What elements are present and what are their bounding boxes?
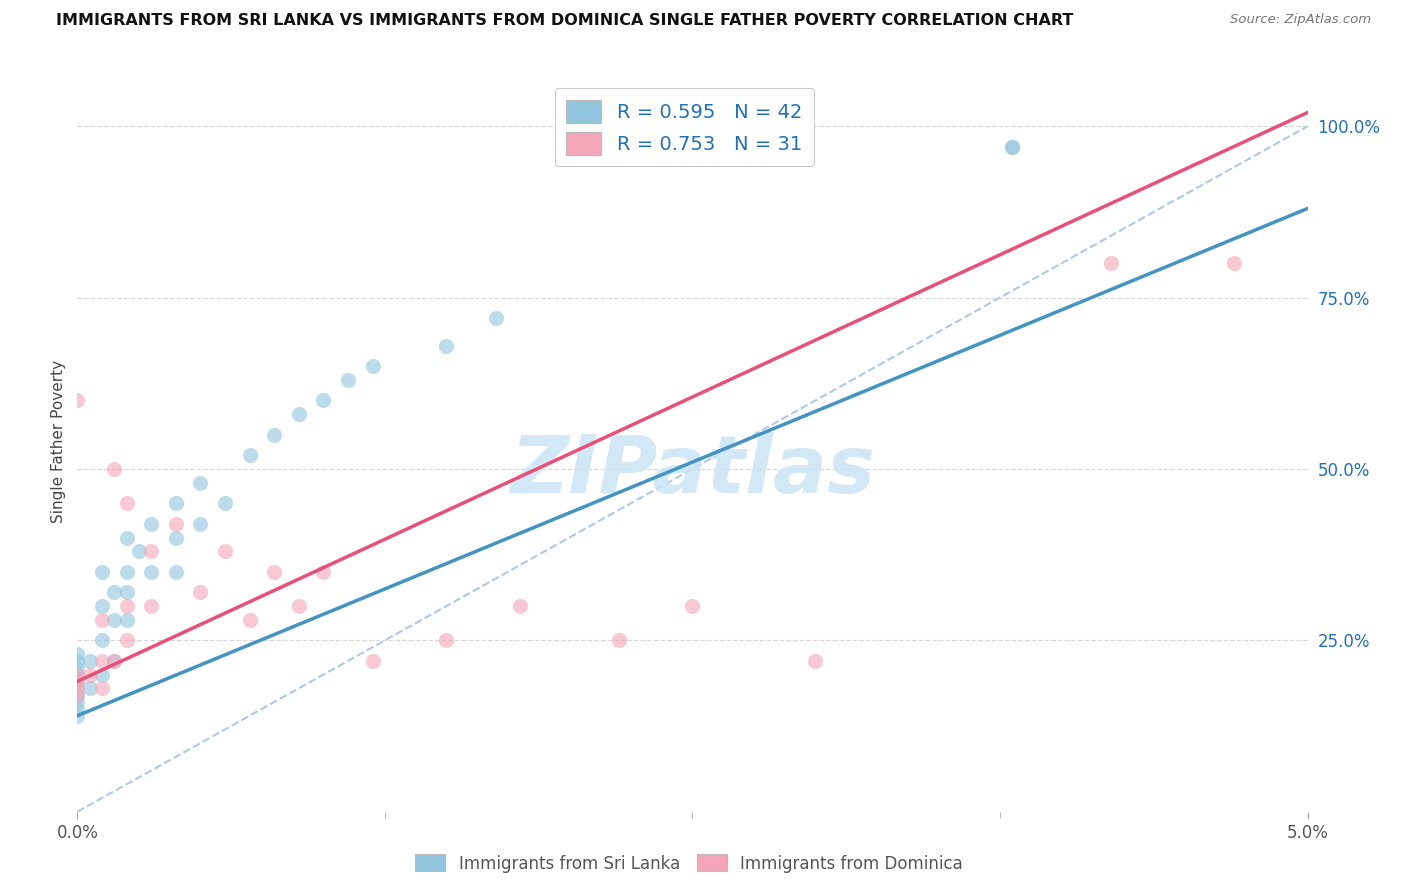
Point <box>103 654 125 668</box>
Point <box>115 565 138 579</box>
Point <box>165 496 187 510</box>
Point <box>103 654 125 668</box>
Point <box>66 674 89 689</box>
Point <box>66 667 89 681</box>
Point <box>103 585 125 599</box>
Point <box>66 688 89 702</box>
Point <box>90 565 114 579</box>
Point <box>90 667 114 681</box>
Point <box>66 674 89 689</box>
Point <box>607 633 630 648</box>
Point <box>66 667 89 681</box>
Point <box>141 565 163 579</box>
Text: IMMIGRANTS FROM SRI LANKA VS IMMIGRANTS FROM DOMINICA SINGLE FATHER POVERTY CORR: IMMIGRANTS FROM SRI LANKA VS IMMIGRANTS … <box>56 13 1074 29</box>
Point <box>128 544 150 558</box>
Point <box>436 633 458 648</box>
Point <box>361 654 384 668</box>
Point <box>103 462 125 476</box>
Point <box>90 654 114 668</box>
Point <box>115 585 138 599</box>
Text: Source: ZipAtlas.com: Source: ZipAtlas.com <box>1230 13 1371 27</box>
Point <box>165 516 187 531</box>
Point <box>90 633 114 648</box>
Point <box>288 407 311 421</box>
Point <box>1001 140 1024 154</box>
Point <box>337 373 360 387</box>
Point <box>66 702 89 716</box>
Point <box>103 613 125 627</box>
Point <box>188 585 212 599</box>
Point <box>188 516 212 531</box>
Point <box>485 311 508 326</box>
Legend: R = 0.595   N = 42, R = 0.753   N = 31: R = 0.595 N = 42, R = 0.753 N = 31 <box>554 88 814 167</box>
Point <box>66 647 89 661</box>
Point <box>263 565 285 579</box>
Point <box>239 613 262 627</box>
Point <box>66 688 89 702</box>
Point <box>239 448 262 462</box>
Point <box>263 427 285 442</box>
Point <box>361 359 384 373</box>
Point <box>115 613 138 627</box>
Point <box>165 565 187 579</box>
Point <box>115 633 138 648</box>
Point <box>79 654 101 668</box>
Point <box>79 681 101 696</box>
Point <box>90 599 114 613</box>
Point <box>141 599 163 613</box>
Point <box>66 708 89 723</box>
Point <box>66 681 89 696</box>
Point <box>66 654 89 668</box>
Point <box>1099 256 1122 270</box>
Point <box>214 496 236 510</box>
Point <box>1223 256 1246 270</box>
Point <box>66 661 89 675</box>
Point <box>141 516 163 531</box>
Point <box>115 531 138 545</box>
Point <box>312 565 335 579</box>
Text: ZIPatlas: ZIPatlas <box>510 432 875 510</box>
Point <box>66 393 89 408</box>
Point <box>312 393 335 408</box>
Legend: Immigrants from Sri Lanka, Immigrants from Dominica: Immigrants from Sri Lanka, Immigrants fr… <box>409 847 969 880</box>
Point <box>436 338 458 352</box>
Point <box>682 599 704 613</box>
Point <box>288 599 311 613</box>
Point <box>509 599 531 613</box>
Point <box>66 695 89 709</box>
Point <box>165 531 187 545</box>
Point <box>188 475 212 490</box>
Point <box>214 544 236 558</box>
Point <box>90 613 114 627</box>
Point <box>115 599 138 613</box>
Y-axis label: Single Father Poverty: Single Father Poverty <box>51 360 66 523</box>
Point <box>66 681 89 696</box>
Point <box>90 681 114 696</box>
Point <box>804 654 827 668</box>
Point <box>79 667 101 681</box>
Point <box>141 544 163 558</box>
Point <box>1001 140 1024 154</box>
Point <box>115 496 138 510</box>
